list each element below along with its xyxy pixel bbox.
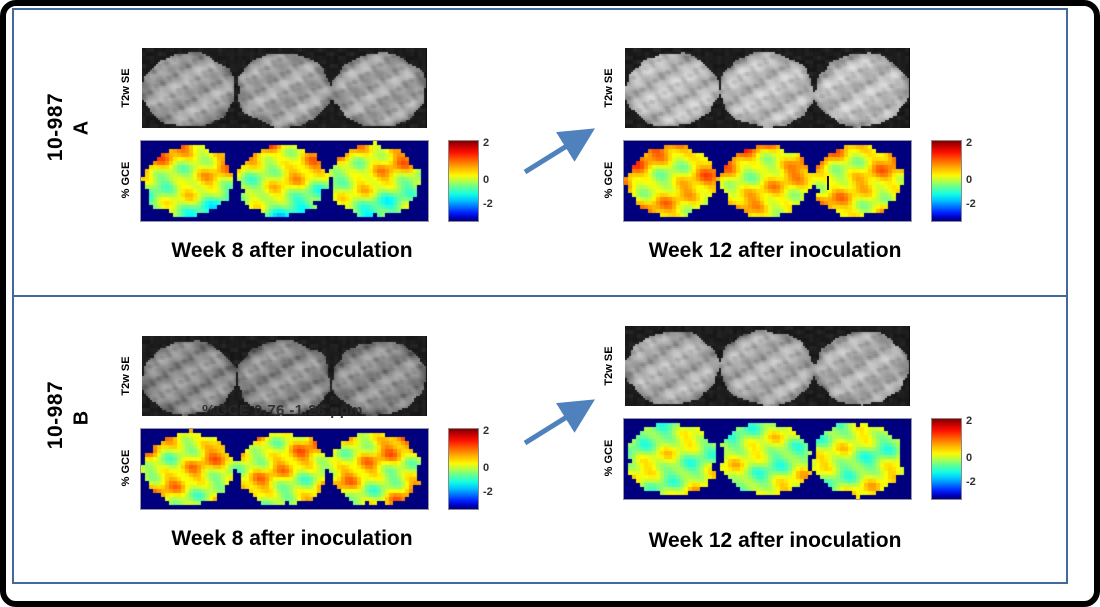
colorbar-tick-zero: 0 — [483, 462, 490, 474]
gce-label: % GCE — [120, 161, 132, 199]
colorbar: 2 0 -2 — [448, 138, 493, 222]
colorbar-tick-max: 2 — [483, 425, 490, 437]
mri-image — [625, 48, 910, 128]
t2w-se-label: T2w SE — [603, 346, 615, 386]
mri-strip — [142, 48, 427, 128]
t2w-se-label: T2w SE — [120, 356, 132, 396]
mri-strip — [142, 336, 427, 416]
gce-range-overlay-text: %GCE 0.76 -1.26 ppm — [202, 402, 363, 419]
gce-heatmap — [140, 140, 429, 222]
gce-heatmap — [623, 140, 912, 222]
gce-label: % GCE — [120, 449, 132, 487]
side-sublabel-B: B — [70, 410, 93, 426]
mri-image — [142, 336, 427, 416]
gce-label: % GCE — [603, 161, 615, 199]
mri-strip — [625, 326, 910, 406]
colorbar-tick-max: 2 — [483, 137, 490, 149]
colorbar: 2 0 -2 — [931, 416, 976, 500]
t2w-se-label: T2w SE — [603, 68, 615, 108]
gce-label: % GCE — [603, 439, 615, 477]
mri-image — [142, 48, 427, 128]
gce-heatmap — [623, 418, 912, 500]
colorbar-tick-zero: 0 — [483, 174, 490, 186]
gce-heatmap — [140, 428, 429, 510]
colorbar-tick-min: -2 — [966, 198, 976, 210]
caption: Week 8 after inoculation — [171, 527, 413, 550]
side-label-A: 10-987 — [44, 92, 67, 162]
colorbar-tick-min: -2 — [483, 486, 493, 498]
heatmap-tick-artifact — [827, 176, 829, 190]
colorbar: 2 0 -2 — [448, 426, 493, 510]
t2w-se-label: T2w SE — [120, 68, 132, 108]
progression-arrow-icon — [523, 128, 595, 175]
caption: Week 12 after inoculation — [648, 529, 902, 552]
panel-A-week12: T2w SE % GCE 2 0 -2 Week 12 after inocul… — [597, 48, 976, 288]
caption: Week 12 after inoculation — [648, 239, 902, 262]
gce-heatmap-image — [624, 141, 911, 221]
mri-strip — [625, 48, 910, 128]
mri-image — [625, 326, 910, 406]
colorbar-tick-max: 2 — [966, 137, 973, 149]
colorbar-tick-min: -2 — [966, 476, 976, 488]
gce-heatmap-image — [624, 419, 911, 499]
panel-B-week12: T2w SE % GCE 2 0 -2 Week 12 after inocul… — [597, 326, 976, 566]
colorbar: 2 0 -2 — [931, 138, 976, 222]
panel-A-week8: T2w SE % GCE 2 0 -2 Week 8 after inocula… — [114, 48, 493, 288]
progression-arrow-icon — [523, 399, 595, 446]
panel-B-week8: T2w SE %GCE 0.76 -1.26 ppm % GCE 2 0 -2 … — [114, 336, 493, 576]
gce-heatmap-image — [141, 429, 428, 509]
gce-heatmap-image — [141, 141, 428, 221]
colorbar-tick-min: -2 — [483, 198, 493, 210]
colorbar-tick-zero: 0 — [966, 452, 973, 464]
colorbar-tick-zero: 0 — [966, 174, 973, 186]
side-sublabel-A: A — [70, 120, 93, 136]
colorbar-tick-max: 2 — [966, 415, 973, 427]
side-label-B: 10-987 — [44, 380, 67, 450]
caption: Week 8 after inoculation — [171, 239, 413, 262]
